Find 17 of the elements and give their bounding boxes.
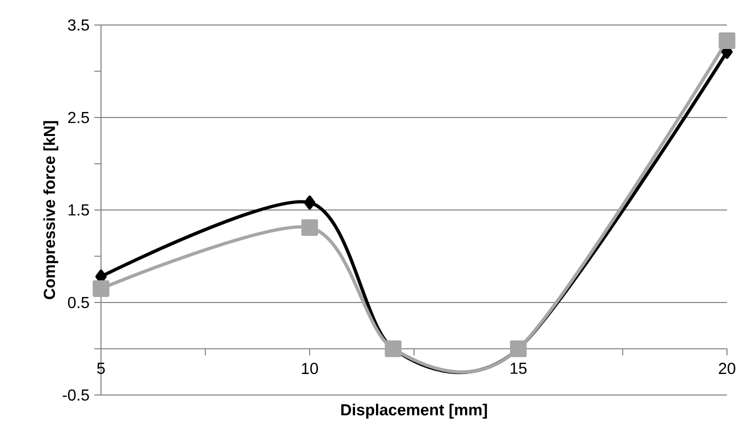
- point: [92, 280, 110, 297]
- y-tick-label: -0.5: [62, 389, 89, 401]
- point: [510, 340, 527, 358]
- y-tick-label: 3.5: [68, 19, 89, 31]
- point: [384, 340, 402, 358]
- y-tick-label: 2.5: [68, 112, 89, 124]
- x-axis-title: Displacement [mm]: [341, 404, 487, 419]
- point: [301, 219, 318, 236]
- y-tick-label: 0.5: [68, 296, 89, 308]
- x-tick-label: 5: [97, 362, 105, 374]
- x-tick-label: 15: [510, 362, 527, 374]
- point: [304, 196, 316, 210]
- x-tick-label: 10: [302, 362, 318, 374]
- point: [718, 32, 736, 50]
- x-tick-label: 20: [718, 362, 736, 374]
- y-tick-label: 1.5: [68, 204, 89, 216]
- y-axis-title: Compressive force [kN]: [43, 121, 58, 300]
